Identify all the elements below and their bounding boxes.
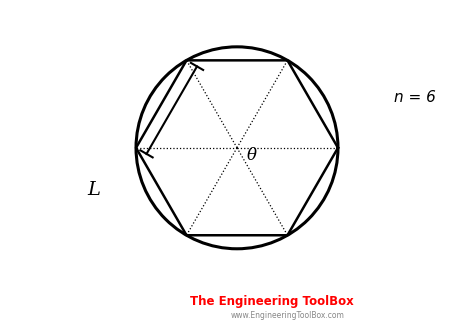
- Text: The Engineering ToolBox: The Engineering ToolBox: [191, 295, 354, 308]
- Text: www.EngineeringToolBox.com: www.EngineeringToolBox.com: [230, 311, 345, 320]
- Text: θ: θ: [247, 148, 257, 164]
- Text: n = 6: n = 6: [393, 90, 436, 105]
- Text: L: L: [87, 181, 100, 199]
